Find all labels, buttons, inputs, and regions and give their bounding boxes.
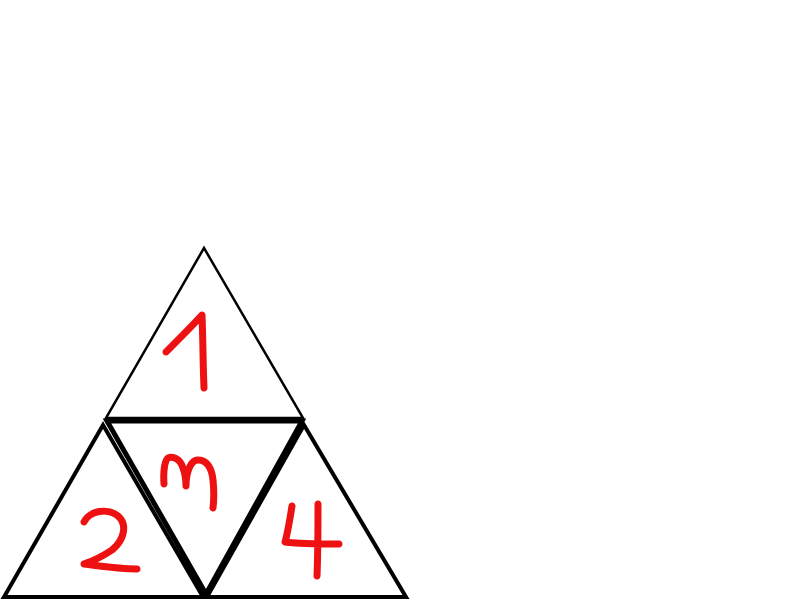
triangle-bottom-right-outline xyxy=(203,421,410,599)
triangle-top-outline xyxy=(103,245,306,420)
label-3-text: 3 xyxy=(180,445,218,515)
triangle-bottom-left xyxy=(0,421,207,599)
triangle-middle-inverted-outline xyxy=(102,418,307,600)
label-2-text: 2 xyxy=(100,510,138,580)
label-1-text: 1 xyxy=(195,315,233,385)
triangle-middle-inverted-label-3 xyxy=(160,453,218,512)
triangle-bottom-left-label-2 xyxy=(80,507,141,573)
triangle-bottom-right xyxy=(203,421,410,599)
triangle-middle-inverted xyxy=(102,418,307,600)
label-4-text: 4 xyxy=(300,515,338,585)
triangle-bottom-right-label-4 xyxy=(281,500,343,580)
triangle-bottom-left-outline xyxy=(0,421,207,599)
triangle-top-label-1 xyxy=(162,311,208,392)
triangle-top xyxy=(103,245,306,420)
